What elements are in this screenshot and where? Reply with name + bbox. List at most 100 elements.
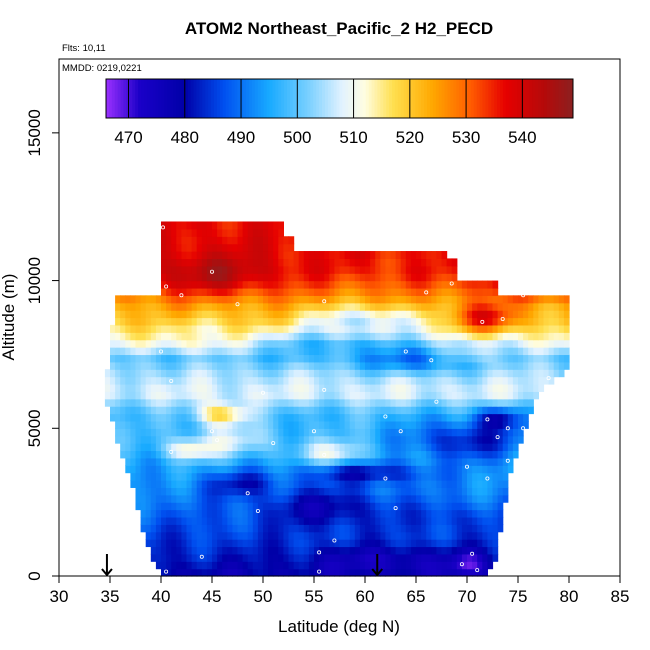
heatmap-cell	[477, 546, 483, 555]
heatmap-cell	[288, 406, 295, 415]
heatmap-cell	[242, 561, 249, 570]
heatmap-cell	[395, 251, 402, 260]
heatmap-cell	[222, 310, 228, 319]
heatmap-cell	[293, 413, 300, 422]
heatmap-cell	[150, 435, 157, 444]
heatmap-cell	[375, 546, 381, 555]
heatmap-cell	[176, 457, 182, 466]
heatmap-cell	[431, 406, 437, 415]
heatmap-cell	[145, 339, 152, 348]
colorbar-swatch	[397, 79, 402, 118]
heatmap-cell	[278, 457, 284, 466]
heatmap-cell	[181, 347, 188, 356]
heatmap-cell	[436, 280, 443, 289]
heatmap-cell	[196, 287, 203, 296]
heatmap-cell	[314, 413, 320, 422]
heatmap-cell	[293, 310, 300, 319]
heatmap-cell	[334, 539, 341, 548]
heatmap-cell	[263, 361, 269, 370]
heatmap-cell	[512, 317, 519, 326]
heatmap-cell	[268, 324, 274, 333]
heatmap-cell	[130, 369, 137, 378]
heatmap-cell	[252, 435, 259, 444]
heatmap-cell	[191, 502, 198, 511]
heatmap-cell	[349, 317, 356, 326]
heatmap-cell	[410, 251, 417, 260]
heatmap-cell	[314, 317, 320, 326]
heatmap-cell	[492, 531, 499, 540]
heatmap-cell	[217, 487, 223, 496]
heatmap-cell	[237, 435, 244, 444]
heatmap-cell	[370, 287, 376, 296]
heatmap-cell	[467, 435, 473, 444]
heatmap-cell	[354, 383, 361, 392]
heatmap-cell	[115, 354, 121, 363]
heatmap-cell	[217, 251, 223, 260]
colorbar-tick-label: 480	[171, 128, 199, 147]
heatmap-cell	[217, 531, 223, 540]
heatmap-cell	[171, 391, 177, 400]
heatmap-cell	[212, 531, 218, 540]
heatmap-cell	[212, 457, 218, 466]
colorbar-swatch	[526, 79, 530, 118]
heatmap-cell	[247, 435, 254, 444]
colorbar-swatch	[508, 79, 513, 118]
heatmap-cell	[298, 361, 305, 370]
heatmap-cell	[370, 391, 376, 400]
sample-point	[158, 349, 163, 354]
heatmap-cell	[441, 450, 448, 459]
colorbar-swatch	[184, 79, 189, 118]
heatmap-cell	[441, 295, 448, 304]
heatmap-cell	[232, 258, 239, 267]
heatmap-cell	[278, 398, 284, 407]
heatmap-cell	[431, 568, 437, 577]
heatmap-cell	[472, 435, 478, 444]
heatmap-cell	[308, 546, 315, 555]
colorbar-swatch	[106, 79, 110, 118]
heatmap-cell	[370, 516, 376, 525]
heatmap-cell	[416, 310, 422, 319]
heatmap-cell	[308, 295, 315, 304]
heatmap-cell	[166, 243, 172, 252]
heatmap-cell	[370, 258, 376, 267]
heatmap-cell	[298, 539, 305, 548]
heatmap-cell	[176, 361, 182, 370]
heatmap-cell	[227, 531, 233, 540]
heatmap-cell	[451, 324, 458, 333]
heatmap-cell	[232, 354, 239, 363]
heatmap-cell	[507, 428, 514, 437]
heatmap-cell	[171, 273, 177, 282]
heatmap-cell	[263, 472, 269, 481]
heatmap-cell	[201, 561, 208, 570]
heatmap-cell	[222, 568, 228, 577]
heatmap-cell	[257, 479, 264, 488]
heatmap-cell	[477, 332, 483, 341]
heatmap-cell	[461, 553, 468, 562]
heatmap-cell	[380, 413, 386, 422]
heatmap-cell	[201, 494, 208, 503]
heatmap-cell	[426, 347, 432, 356]
heatmap-cell	[477, 561, 483, 570]
heatmap-cell	[206, 265, 213, 274]
heatmap-cell	[268, 273, 274, 282]
heatmap-cell	[344, 339, 351, 348]
heatmap-cell	[359, 479, 366, 488]
heatmap-cell	[176, 420, 182, 429]
heatmap-cell	[288, 391, 295, 400]
heatmap-cell	[558, 361, 565, 370]
colorbar-swatch	[497, 79, 501, 118]
heatmap-cell	[334, 369, 341, 378]
heatmap-cell	[135, 487, 142, 496]
heatmap-cell	[497, 332, 504, 341]
heatmap-cell	[206, 472, 213, 481]
heatmap-cell	[375, 332, 381, 341]
heatmap-cell	[263, 516, 269, 525]
heatmap-cell	[161, 428, 167, 437]
heatmap-cell	[247, 472, 254, 481]
heatmap-cell	[416, 516, 422, 525]
heatmap-cell	[252, 391, 259, 400]
heatmap-cell	[370, 539, 376, 548]
heatmap-cell	[166, 568, 172, 577]
heatmap-cell	[365, 280, 371, 289]
heatmap-cell	[410, 391, 417, 400]
